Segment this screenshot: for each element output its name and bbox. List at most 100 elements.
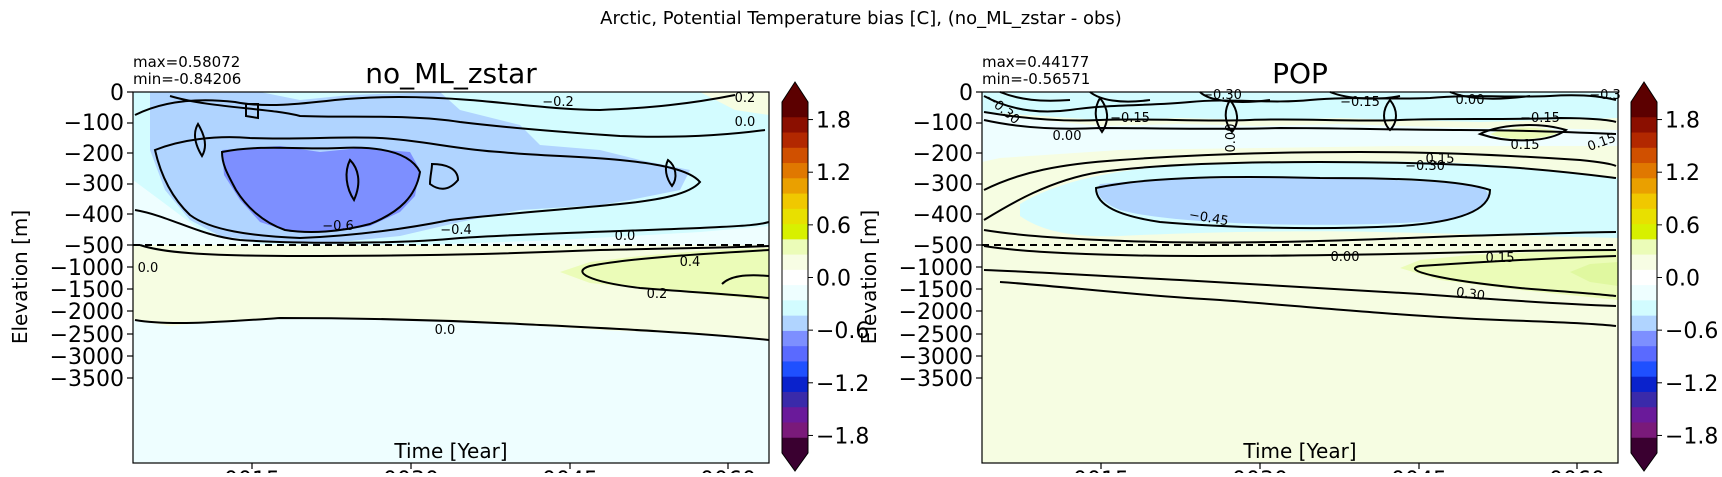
p1-ytick-label: −2500 bbox=[50, 323, 124, 348]
p2-title: POP bbox=[1272, 57, 1328, 90]
p2-fill-cyan-top bbox=[982, 92, 1618, 122]
p2-contour-label: −0.30 bbox=[1202, 88, 1242, 103]
p1-contour bbox=[134, 94, 736, 116]
panel1-fill bbox=[133, 92, 769, 463]
colorbar-tick-label: −1.8 bbox=[816, 424, 869, 449]
p2-ytick-label: −3000 bbox=[899, 345, 973, 370]
panel1-contours bbox=[134, 94, 770, 341]
p1-contour-label: 0.2 bbox=[735, 91, 756, 106]
colorbar-1: 1.8 1.2 0.6 0.0 −0.6 −1.2 −1.8 bbox=[781, 81, 869, 472]
p2-ytick-label: −2000 bbox=[899, 300, 973, 325]
colorbar-extend-max bbox=[782, 82, 808, 102]
p2-contour bbox=[983, 245, 1617, 258]
p2-axes-frame bbox=[981, 91, 1619, 464]
panel1-contour-labels: −0.2 0.2 0.0 −0.6 −0.4 0.0 0.0 0.4 0.2 0… bbox=[138, 91, 756, 338]
p2-ytick-label: −3500 bbox=[899, 367, 973, 392]
colorbar-swatch bbox=[1631, 117, 1657, 134]
p2-ytick-label: −2500 bbox=[899, 323, 973, 348]
colorbar-extend-max bbox=[1631, 82, 1657, 102]
p1-ytick-label: −1000 bbox=[50, 256, 124, 281]
colorbar-tick-label: 1.8 bbox=[816, 109, 851, 134]
p1-ytick-label: −3500 bbox=[50, 367, 124, 392]
p1-fill-upper-neutral bbox=[133, 180, 769, 245]
colorbar-swatch bbox=[782, 254, 808, 271]
p2-ytick-label: −1000 bbox=[899, 256, 973, 281]
p2-contour bbox=[999, 281, 1617, 327]
p2-contour-label: −0.15 bbox=[1520, 111, 1560, 126]
p2-ytick-label: −100 bbox=[913, 111, 973, 136]
p1-title: no_ML_zstar bbox=[365, 57, 537, 90]
colorbar-tick-label: 1.2 bbox=[816, 161, 851, 186]
colorbar-swatch bbox=[1631, 376, 1657, 393]
colorbar-swatch bbox=[782, 208, 808, 225]
p1-contour-label: 0.0 bbox=[615, 229, 636, 244]
colorbar-swatch bbox=[782, 178, 808, 195]
colorbar-swatch bbox=[782, 422, 808, 439]
p1-xticks: 0015 0030 0045 0060 bbox=[224, 468, 756, 477]
p2-contour bbox=[1094, 96, 1397, 134]
colorbar-tick-label: 1.2 bbox=[1665, 161, 1700, 186]
p1-yticks: 0 −100 −200 −300 −400 −500 −1000 −1500 −… bbox=[50, 81, 124, 392]
colorbar-tick-label: 0.0 bbox=[1665, 267, 1700, 292]
p2-stat-min: min=-0.56571 bbox=[982, 70, 1090, 88]
p2-fill-deep-yellow-strong bbox=[1570, 262, 1618, 286]
panel-pop: −0.30 −0.30 −0.15 0.00 −0.15 −0.3 −0.15 … bbox=[899, 81, 1621, 477]
p1-contour bbox=[245, 103, 259, 120]
p2-fill-deep-yellow bbox=[1400, 250, 1618, 300]
p2-stat-max: max=0.44177 bbox=[982, 53, 1089, 71]
p2-contour-label: 0.00 bbox=[1456, 93, 1485, 108]
colorbar-swatch bbox=[1631, 163, 1657, 179]
colorbar-swatch bbox=[1631, 391, 1657, 408]
p2-contour-label: −0.45 bbox=[1188, 208, 1230, 230]
p2-ytick-label: −200 bbox=[913, 142, 973, 167]
p1-contour bbox=[169, 95, 766, 138]
p1-contour bbox=[345, 158, 360, 203]
p2-contour bbox=[1413, 255, 1617, 297]
p2-xticks: 0015 0030 0045 0060 bbox=[1073, 468, 1605, 477]
figure-suptitle: Arctic, Potential Temperature bias [C], … bbox=[600, 8, 1122, 29]
p2-contour bbox=[983, 160, 1617, 221]
p1-ytick-label: −2000 bbox=[50, 300, 124, 325]
p1-xlabel: Time [Year] bbox=[393, 439, 507, 463]
p1-axes-frame bbox=[132, 91, 770, 464]
colorbar-swatch bbox=[782, 315, 808, 332]
p1-stat-max: max=0.58072 bbox=[133, 53, 240, 71]
p2-ytick-marks bbox=[976, 91, 982, 379]
p2-ytick-label: −300 bbox=[913, 172, 973, 197]
p2-yticks: 0 −100 −200 −300 −400 −500 −1000 −1500 −… bbox=[899, 81, 973, 392]
p1-ytick-label: 0 bbox=[110, 81, 124, 106]
p2-fill-neutral-band bbox=[982, 112, 1618, 162]
colorbar-swatch bbox=[1631, 315, 1657, 332]
p1-contour-label: 0.0 bbox=[138, 261, 159, 276]
colorbar-swatch bbox=[1631, 269, 1657, 286]
panel-no-ml-zstar: −0.2 0.2 0.0 −0.6 −0.4 0.0 0.0 0.4 0.2 0… bbox=[50, 81, 770, 477]
p1-ytick-label: −300 bbox=[64, 172, 124, 197]
colorbar-swatch bbox=[1631, 330, 1657, 347]
colorbar-extend-min bbox=[1631, 453, 1657, 471]
p2-contour bbox=[983, 150, 1617, 191]
p1-contour-label: −0.6 bbox=[322, 219, 354, 234]
p1-ytick-label: −200 bbox=[64, 142, 124, 167]
p1-ylabel: Elevation [m] bbox=[8, 210, 32, 344]
colorbar-swatch bbox=[782, 391, 808, 408]
colorbar-swatch bbox=[1631, 285, 1657, 301]
p1-contour bbox=[664, 158, 677, 188]
p1-contour bbox=[139, 244, 770, 258]
colorbar-swatch bbox=[782, 163, 808, 179]
p2-contour-label: 0.15 bbox=[1426, 152, 1455, 167]
p1-fill-deep-yellow bbox=[560, 248, 769, 300]
colorbar-tick-label: 0.6 bbox=[816, 214, 851, 239]
p2-xtick-marks bbox=[1100, 463, 1578, 469]
colorbar-tick-label: −1.2 bbox=[816, 372, 869, 397]
p1-contour bbox=[194, 122, 206, 158]
p1-contour-label: 0.4 bbox=[680, 255, 701, 270]
colorbar-swatch bbox=[1631, 102, 1657, 118]
p2-contour-label: 0.15 bbox=[1486, 251, 1515, 266]
colorbar-swatch bbox=[1631, 422, 1657, 439]
p1-contour bbox=[134, 209, 770, 244]
p2-xlabel: Time [Year] bbox=[1242, 439, 1356, 463]
p1-contour bbox=[134, 316, 770, 341]
colorbar-tick-label: −0.6 bbox=[816, 319, 869, 344]
p2-contour-label: −0.15 bbox=[1110, 111, 1150, 126]
p1-contour-label: 0.0 bbox=[735, 115, 756, 130]
